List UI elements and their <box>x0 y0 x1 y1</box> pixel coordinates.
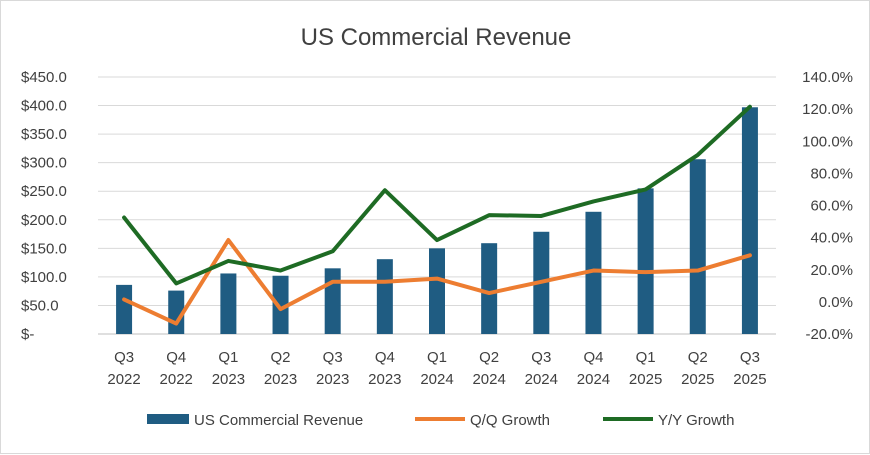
x-tick-label-quarter: Q3 <box>114 349 134 366</box>
legend: US Commercial Revenue Q/Q Growth Y/Y Growt… <box>147 412 734 429</box>
x-tick-label-quarter: Q3 <box>740 349 760 366</box>
right-axis-ticks: -20.0% 0.0% 20.0% 40.0% 60.0% 80.0% 100.0% 120.… <box>802 69 853 343</box>
x-tick-label-year: 2023 <box>264 371 297 388</box>
legend-label: US Commercial Revenue <box>194 412 363 429</box>
left-tick-label: $150.0 <box>21 240 67 257</box>
x-tick-label-quarter: Q3 <box>323 349 343 366</box>
x-tick-label-quarter: Q1 <box>218 349 238 366</box>
chart-title: US Commercial Revenue <box>301 24 572 51</box>
x-tick-label-year: 2024 <box>472 371 505 388</box>
gridlines <box>98 76 776 335</box>
right-tick-label: 60.0% <box>810 198 853 215</box>
revenue-bar <box>272 275 289 334</box>
right-tick-label: 20.0% <box>810 262 853 279</box>
revenue-bar <box>220 273 237 334</box>
line-series <box>122 104 752 326</box>
revenue-bar <box>741 107 758 334</box>
x-tick-label-year: 2024 <box>525 371 558 388</box>
left-tick-label: $450.0 <box>21 69 67 86</box>
revenue-bar <box>324 268 341 334</box>
legend-label: Q/Q Growth <box>470 412 550 429</box>
left-tick-label: $- <box>21 326 34 343</box>
x-tick-label-year: 2024 <box>420 371 453 388</box>
revenue-bar <box>689 159 706 334</box>
left-tick-label: $50.0 <box>21 297 59 314</box>
x-tick-label-year: 2023 <box>212 371 245 388</box>
left-tick-label: $250.0 <box>21 183 67 200</box>
y-y-growth-line <box>122 104 752 286</box>
x-tick-label-quarter: Q2 <box>271 349 291 366</box>
revenue-bar <box>481 243 498 334</box>
x-tick-label-quarter: Q4 <box>166 349 186 366</box>
x-axis-ticks: Q3 2022 Q4 2022 Q1 2023 Q2 2023 Q3 2023 Q4 2023 Q1 20… <box>107 349 766 388</box>
right-tick-label: 120.0% <box>802 101 853 118</box>
x-tick-label-quarter: Q2 <box>479 349 499 366</box>
x-tick-label-year: 2023 <box>368 371 401 388</box>
bar-series <box>116 107 758 334</box>
left-axis-ticks: $- $50.0 $100.0 $150.0 $200.0 $250.0 $300.0 $35… <box>21 69 67 343</box>
right-tick-label: 140.0% <box>802 69 853 86</box>
x-tick-label-quarter: Q4 <box>375 349 395 366</box>
left-tick-label: $350.0 <box>21 126 67 143</box>
x-tick-label-year: 2023 <box>316 371 349 388</box>
revenue-bar <box>116 284 133 334</box>
x-tick-label-quarter: Q1 <box>636 349 656 366</box>
x-tick-label-year: 2025 <box>681 371 714 388</box>
revenue-bar <box>429 248 445 334</box>
left-tick-label: $100.0 <box>21 269 67 286</box>
left-tick-label: $300.0 <box>21 155 67 172</box>
right-tick-label: 100.0% <box>802 133 853 150</box>
x-tick-label-quarter: Q3 <box>531 349 551 366</box>
x-tick-label-quarter: Q4 <box>583 349 603 366</box>
left-tick-label: $200.0 <box>21 212 67 229</box>
legend-swatch-bar <box>147 414 189 424</box>
x-tick-label-year: 2025 <box>629 371 662 388</box>
left-tick-label: $400.0 <box>21 98 67 115</box>
x-tick-label-year: 2022 <box>160 371 193 388</box>
right-tick-label: 80.0% <box>810 165 853 182</box>
right-tick-label: 40.0% <box>810 230 853 247</box>
x-tick-label-year: 2024 <box>577 371 610 388</box>
right-tick-label: -20.0% <box>805 326 853 343</box>
x-tick-label-quarter: Q2 <box>688 349 708 366</box>
revenue-bar <box>585 211 602 334</box>
right-tick-label: 0.0% <box>819 294 853 311</box>
revenue-bar <box>637 188 654 334</box>
x-tick-label-quarter: Q1 <box>427 349 447 366</box>
x-tick-label-year: 2022 <box>107 371 140 388</box>
revenue-bar <box>376 259 393 334</box>
legend-label: Y/Y Growth <box>658 412 734 429</box>
x-tick-label-year: 2025 <box>733 371 766 388</box>
q-q-growth-line <box>122 238 752 326</box>
